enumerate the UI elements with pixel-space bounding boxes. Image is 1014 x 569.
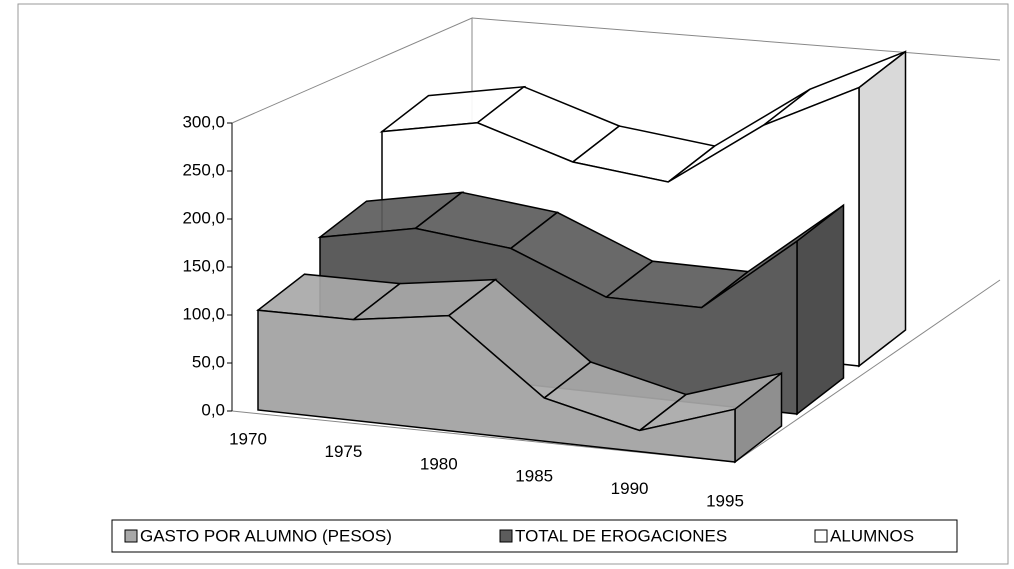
x-tick-label: 1985 [515,467,553,486]
y-tick-label: 100,0 [182,304,225,323]
area-side [858,50,907,368]
x-tick-label: 1995 [706,491,744,510]
y-tick-label: 50,0 [192,352,225,371]
floor-edge [734,279,1001,463]
area-side [796,203,845,416]
y-tick-label: 150,0 [182,256,225,275]
legend-label: ALUMNOS [830,526,914,545]
x-tick-label: 1975 [324,442,362,461]
legend-swatch [124,529,138,543]
y-tick-label: 300,0 [182,112,225,131]
y-tick-label: 200,0 [182,208,225,227]
x-tick-label: 1980 [420,454,458,473]
area [257,309,736,463]
y-tick-label: 250,0 [182,160,225,179]
x-tick-label: 1970 [229,429,267,448]
legend-swatch [499,529,513,543]
back-wall [471,17,1001,61]
plot: 0,0 50,0 100,0 150,0 200,0 250,0 300,0 1970 1975… [182,17,1001,510]
legend-label: GASTO POR ALUMNO (PESOS) [140,526,392,545]
x-tick-label: 1990 [611,479,649,498]
legend-swatch [814,529,828,543]
legend-label: TOTAL DE EROGACIONES [515,526,727,545]
y-tick-label: 0,0 [201,400,225,419]
